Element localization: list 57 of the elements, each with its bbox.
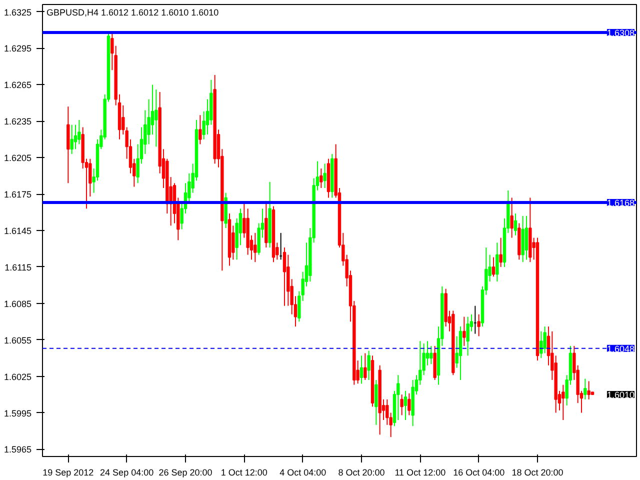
- candlestick: [70, 124, 74, 154]
- y-tick-label: 1.6145: [4, 226, 32, 236]
- y-tick-label: 1.6115: [4, 262, 32, 272]
- x-tick-label: 19 Sep 2012: [42, 468, 94, 478]
- candlestick: [540, 330, 543, 359]
- candlestick: [374, 379, 378, 426]
- x-tick-label: 26 Sep 20:00: [158, 468, 212, 478]
- x-tick-label: 1 Oct 12:00: [220, 468, 268, 478]
- y-tick-label: 1.6055: [4, 335, 32, 346]
- text: 1.6010: [606, 390, 635, 400]
- ref-line-label: 1.6048: [606, 344, 635, 354]
- candlestick: [477, 314, 480, 337]
- candlestick: [466, 316, 470, 356]
- ref-line-label: 1.6168: [606, 198, 635, 208]
- candlestick: [514, 212, 518, 236]
- y-tick-label: 1.6325: [4, 7, 32, 18]
- y-tick-label: 1.6235: [4, 116, 32, 127]
- x-tick-label: 24 Sep 04:00: [100, 468, 154, 478]
- candlestick: [543, 326, 546, 354]
- candlestick: [524, 215, 528, 260]
- candlestick: [462, 316, 466, 346]
- candlestick: [360, 355, 364, 384]
- candlestick: [562, 384, 565, 421]
- candlestick: [282, 247, 286, 306]
- chart-title: GBPUSD,H4 1.6012 1.6012 1.6010 1.6010: [46, 8, 219, 18]
- candlestick: [400, 394, 404, 416]
- candlestick: [320, 168, 323, 188]
- x-tick-label: 18 Oct 20:00: [512, 468, 564, 478]
- candlestick: [198, 114, 202, 145]
- y-tick-label: 1.6265: [4, 80, 32, 90]
- candlestick: [404, 390, 408, 421]
- x-tick-label: 4 Oct 04:00: [280, 468, 326, 478]
- candlestick: [510, 197, 514, 238]
- candlestick: [496, 242, 499, 282]
- ref-line-label: 1.6308: [606, 28, 635, 38]
- candlestick: [584, 378, 587, 400]
- y-tick-label: 1.6295: [4, 44, 32, 54]
- candlestick: [323, 163, 326, 188]
- candlestick: [364, 352, 367, 380]
- x-tick-label: 8 Oct 20:00: [338, 468, 385, 478]
- y-tick-label: 1.6205: [4, 153, 32, 164]
- y-tick-label: 1.5965: [4, 444, 32, 455]
- y-tick-label: 1.6175: [4, 190, 32, 200]
- candlestick: [430, 345, 433, 365]
- candlestick: [492, 256, 496, 278]
- candlestick: [74, 124, 78, 150]
- candlestick: [587, 380, 590, 400]
- candlestick: [499, 237, 502, 268]
- y-tick-label: 1.5995: [4, 408, 32, 418]
- x-tick-label: 16 Oct 04:00: [453, 468, 505, 478]
- candlestick: [408, 392, 411, 416]
- x-tick-label: 11 Oct 12:00: [394, 468, 446, 478]
- candlestick: [78, 119, 81, 145]
- y-tick-label: 1.6085: [4, 298, 32, 309]
- y-tick-label: 1.6025: [4, 372, 32, 382]
- candlestick: [254, 232, 257, 263]
- candlestick: [367, 350, 370, 380]
